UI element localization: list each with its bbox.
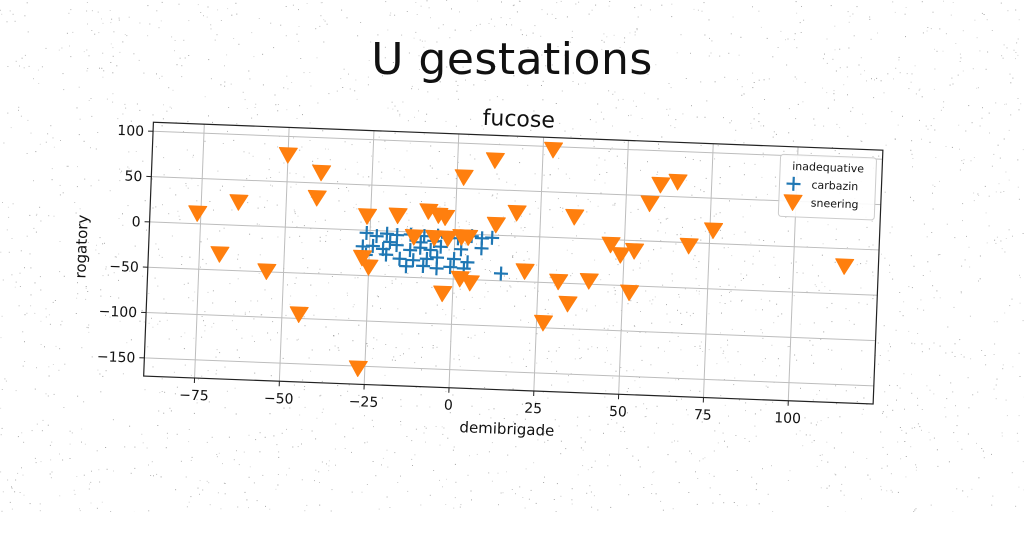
sneering-point: [544, 142, 563, 158]
sneering-point: [279, 148, 298, 164]
x-grid-line: [279, 127, 289, 381]
sneering-point: [308, 190, 327, 206]
carbazin-point: [494, 266, 509, 281]
sneering-point: [668, 174, 687, 190]
sneering-point: [312, 165, 331, 181]
y-tick-label: 0: [131, 214, 141, 230]
sneering-point: [516, 264, 535, 280]
sneering-point: [640, 196, 659, 212]
sneering-point: [461, 275, 480, 291]
y-axis-label: rogatory: [71, 214, 91, 279]
y-grid-line: [148, 267, 877, 295]
x-grid-line: [195, 124, 205, 378]
sneering-point: [290, 307, 309, 323]
legend-label-sneering: sneering: [811, 197, 859, 212]
sneering-point: [680, 238, 699, 254]
carbazin-point: [485, 231, 500, 246]
sneering-point: [358, 209, 377, 225]
sneering-point: [188, 206, 207, 222]
y-tick-label: −150: [97, 349, 136, 366]
carbazin-point: [389, 238, 404, 253]
sneering-point: [704, 223, 723, 239]
carbazin-point: [447, 252, 462, 267]
carbazin-point: [420, 252, 435, 267]
sneering-point: [487, 217, 506, 233]
x-tick-label: 0: [444, 398, 454, 414]
sneering-point: [611, 247, 630, 263]
sneering-point: [359, 260, 378, 276]
x-tick-label: −75: [179, 387, 209, 404]
x-tick-label: −25: [348, 394, 378, 411]
sneering-point: [558, 296, 577, 312]
x-grid-line: [619, 140, 629, 394]
y-grid-line: [146, 313, 875, 341]
sneering-point: [486, 153, 505, 169]
carbazin-point: [380, 226, 395, 241]
carbazin-point: [403, 243, 418, 258]
sneering-point: [433, 286, 452, 302]
chart-title: fucose: [482, 106, 555, 134]
legend-label-carbazin: carbazin: [811, 179, 858, 194]
y-tick-label: 100: [117, 123, 144, 140]
sneering-point: [835, 259, 854, 275]
sneering-point: [210, 247, 229, 263]
x-tick-label: −50: [264, 391, 294, 408]
grid-lines: [144, 122, 883, 404]
y-tick-label: 50: [124, 169, 142, 186]
y-tick-label: −50: [109, 259, 139, 276]
carbazin-point: [359, 226, 374, 241]
sneering-point: [229, 195, 248, 211]
carbazin-point: [383, 235, 398, 250]
carbazin-point: [423, 243, 438, 258]
legend-title: inadequative: [792, 160, 865, 176]
carbazin-point: [429, 261, 444, 276]
x-grid-line: [534, 137, 544, 391]
legend: inadequative carbazin sneering: [778, 154, 876, 220]
x-axis-label: demibrigade: [459, 418, 554, 440]
y-grid-line: [144, 358, 873, 386]
y-grid-line: [153, 131, 882, 159]
y-tick-label: −100: [98, 304, 137, 321]
carbazin-point: [474, 241, 489, 256]
x-tick-label: 25: [524, 401, 542, 418]
sneering-point: [565, 209, 584, 225]
sneering-point: [580, 273, 599, 289]
y-grid-line: [150, 222, 879, 250]
sneering-point: [389, 208, 408, 224]
x-tick-label: 100: [774, 410, 801, 427]
sneering-point: [549, 274, 568, 290]
x-grid-line: [703, 144, 713, 398]
x-tick-label: 50: [609, 404, 627, 421]
y-grid-line: [151, 177, 880, 205]
carbazin-point: [392, 251, 407, 266]
x-tick-label: 75: [694, 407, 712, 424]
sneering-point: [651, 177, 670, 193]
sneering-point: [508, 205, 527, 221]
